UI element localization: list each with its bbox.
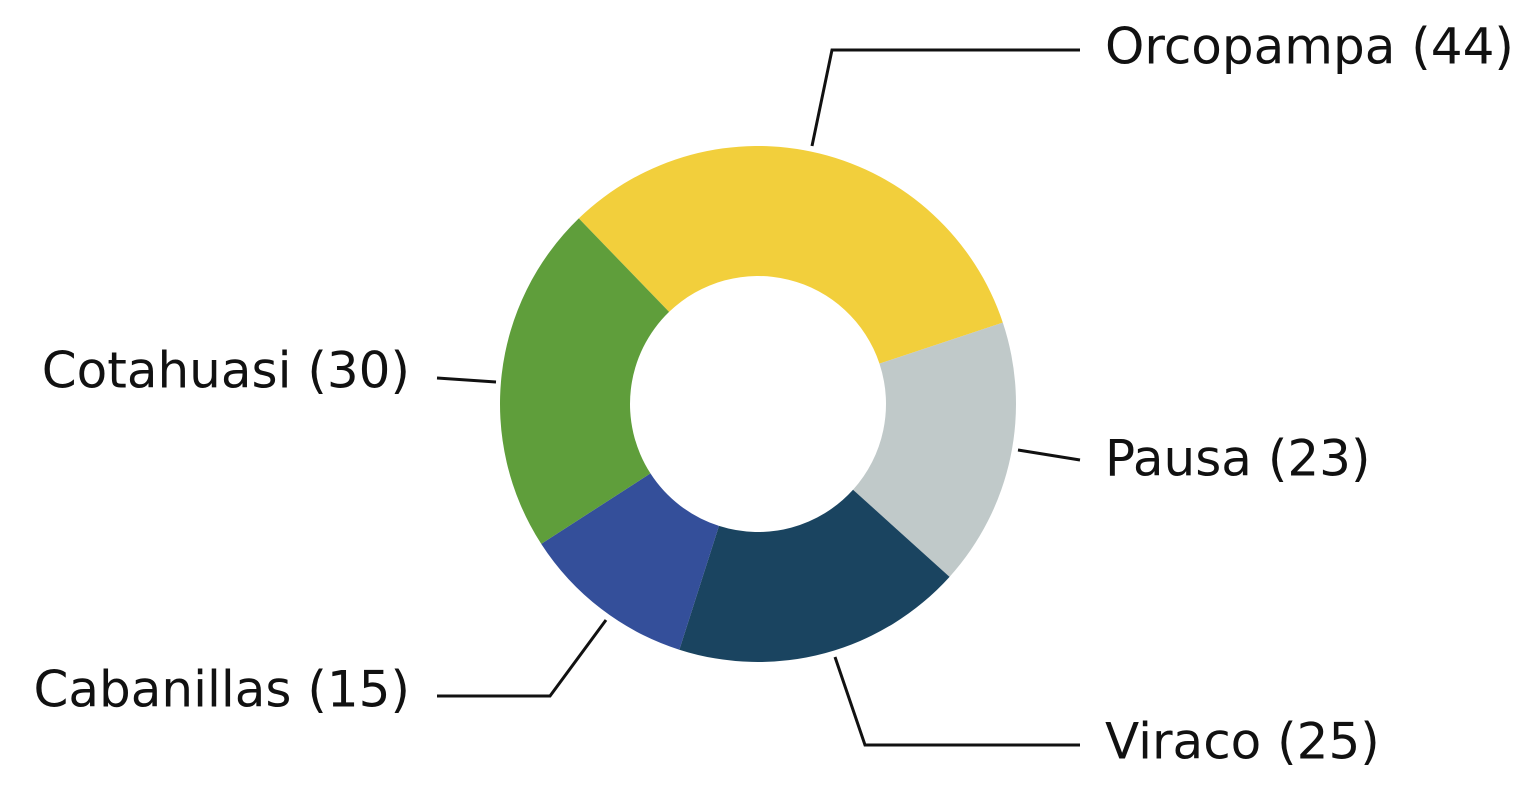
leader-line-pausa <box>1017 448 1081 462</box>
slice-orcopampa <box>578 146 1003 364</box>
slice-labels: Orcopampa (44) Pausa (23) Viraco (25) Caban… <box>33 18 1513 771</box>
leader-line-cotahuasi <box>436 376 497 384</box>
slice-label-cotahuasi: Cotahuasi (30) <box>42 342 410 400</box>
slice-label-orcopampa: Orcopampa (44) <box>1105 18 1514 76</box>
leader-line-cabanillas <box>437 619 608 698</box>
donut-slices <box>500 146 1016 663</box>
slice-pausa <box>853 322 1016 577</box>
slice-label-viraco: Viraco (25) <box>1105 713 1380 771</box>
slice-cabanillas <box>541 473 719 650</box>
leader-line-viraco <box>833 656 1080 747</box>
slice-label-cabanillas: Cabanillas (15) <box>33 661 410 719</box>
leader-lines <box>436 48 1081 747</box>
slice-viraco <box>679 489 950 663</box>
slice-cotahuasi <box>500 218 670 544</box>
leader-line-orcopampa <box>810 48 1080 147</box>
slice-label-pausa: Pausa (23) <box>1105 430 1370 488</box>
